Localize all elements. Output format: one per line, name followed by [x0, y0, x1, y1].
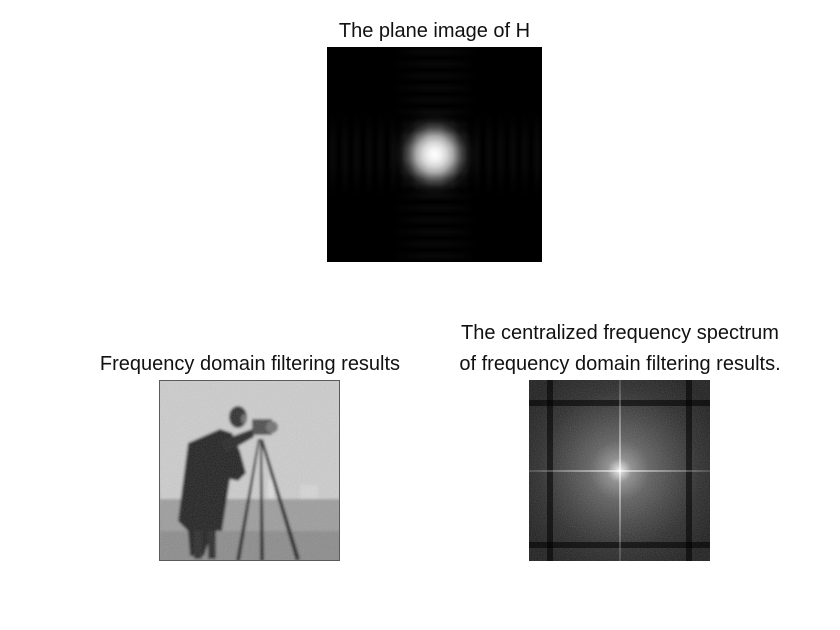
- h-plane-title: The plane image of H: [338, 20, 531, 42]
- filtered-image: [159, 380, 340, 561]
- spectrum-title-line2: of frequency domain filtering results.: [459, 353, 781, 375]
- h-ringing-horizontal: [327, 47, 542, 262]
- h-plane-image: [327, 47, 542, 262]
- spectrum-title-line1: The centralized frequency spectrum: [461, 322, 779, 344]
- spectrum-axis-horizontal: [529, 469, 710, 472]
- h-ringing-vertical: [327, 47, 542, 262]
- filtered-title: Frequency domain filtering results: [99, 353, 401, 375]
- spectrum-image: [529, 380, 710, 561]
- cameraman-scene: [160, 381, 339, 560]
